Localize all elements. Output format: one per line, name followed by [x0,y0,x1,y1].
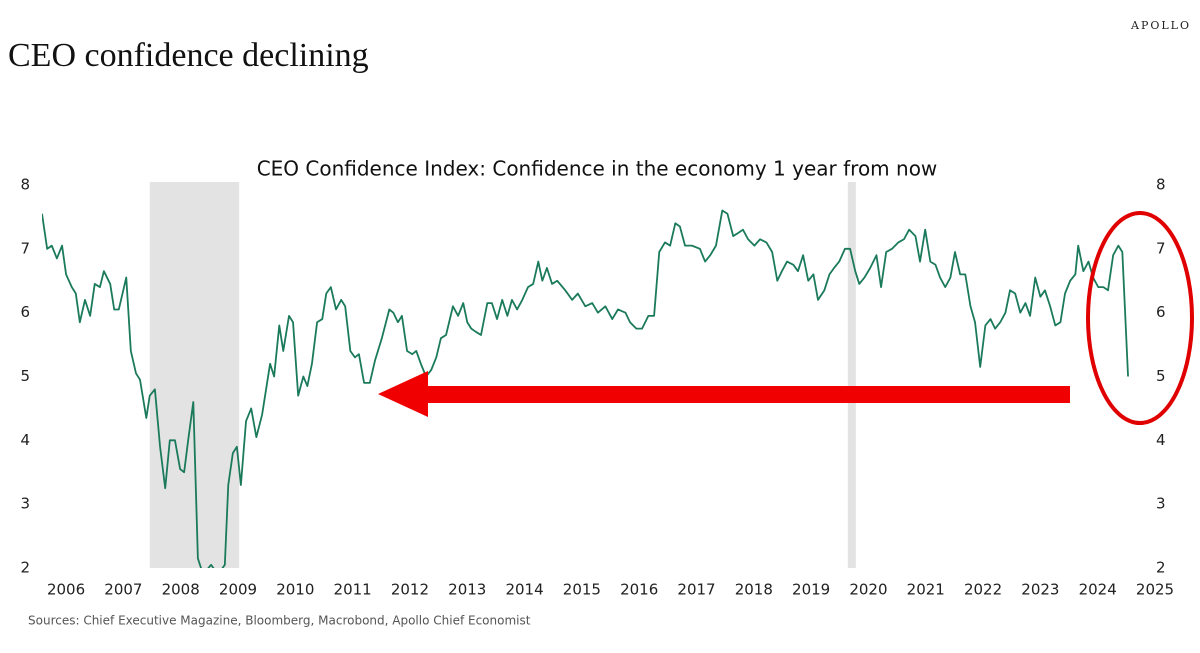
chart-title: CEO Confidence Index: Confidence in the … [257,157,938,181]
headline: CEO confidence declining [8,37,369,74]
x-tick-label: 2022 [964,581,1002,599]
x-tick-label: 2016 [620,581,658,599]
x-tick-label: 2023 [1021,581,1059,599]
y-tick-label: 4 [20,431,30,449]
x-tick-label: 2018 [735,581,773,599]
x-tick-label: 2007 [104,581,142,599]
x-tick-label: 2014 [505,581,543,599]
y2-tick-label: 6 [1156,303,1166,321]
y2-tick-label: 8 [1156,176,1166,194]
x-tick-label: 2012 [391,581,429,599]
arrow-head [378,371,428,417]
arrow-shaft [424,386,1070,403]
y-tick-label: 5 [20,367,30,385]
recession-band [149,182,240,568]
x-tick-label: 2020 [849,581,887,599]
x-tick-label: 2025 [1136,581,1174,599]
annotation [378,211,1194,425]
plot-area: 2 3 4 5 6 7 8 2 3 4 5 6 7 8 2006 2007 2008 2009 2010 2011 20… [20,176,1174,599]
y-tick-label: 8 [20,176,30,194]
x-tick-label: 2019 [792,581,830,599]
y-tick-label: 3 [20,495,30,513]
x-tick-label: 2009 [219,581,257,599]
y-tick-label: 2 [20,559,30,577]
y-tick-label: 6 [20,303,30,321]
x-tick-label: 2024 [1079,581,1117,599]
x-tick-label: 2010 [276,581,314,599]
x-tick-label: 2011 [334,581,372,599]
y2-tick-label: 7 [1156,239,1166,257]
x-tick-label: 2021 [907,581,945,599]
y2-tick-label: 5 [1156,367,1166,385]
x-tick-label: 2013 [448,581,486,599]
y2-tick-label: 4 [1156,431,1166,449]
y-tick-label: 7 [20,239,30,257]
brand: APOLLO [1130,19,1191,32]
x-tick-label: 2006 [47,581,85,599]
x-tick-label: 2008 [162,581,200,599]
x-tick-label: 2017 [677,581,715,599]
x-tick-label: 2015 [563,581,601,599]
source: Sources: Chief Executive Magazine, Bloom… [28,614,531,628]
line-series [42,209,1129,568]
recession-band [847,182,856,568]
y2-tick-label: 2 [1156,559,1166,577]
highlight-circle [1086,211,1194,425]
y2-tick-label: 3 [1156,495,1166,513]
